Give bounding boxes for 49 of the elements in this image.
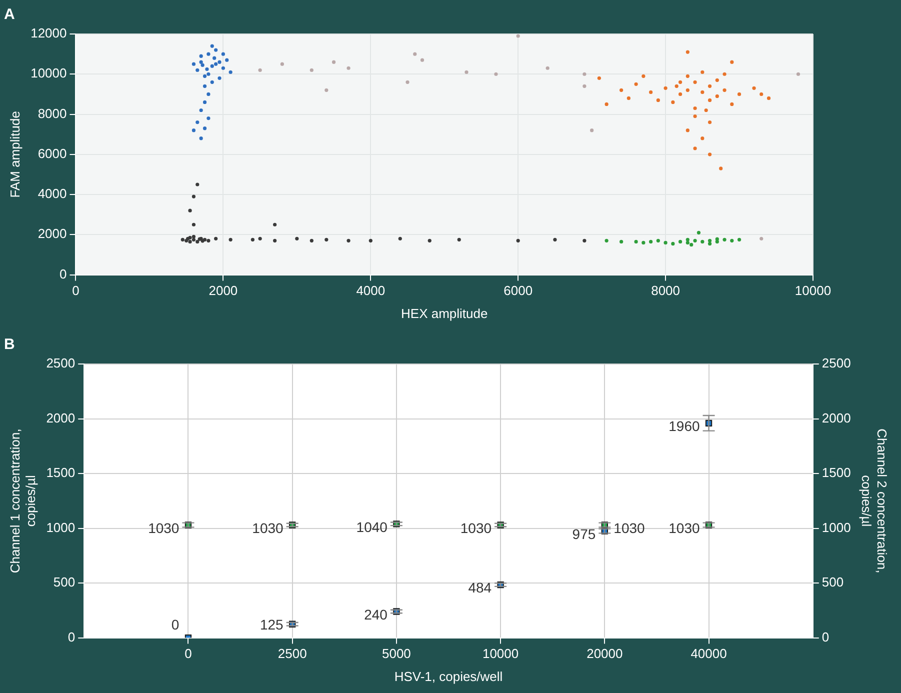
y-axis-title: FAM amplitude — [7, 111, 22, 198]
y-tick-label: 6000 — [38, 146, 67, 161]
data-label: 975 — [572, 526, 596, 542]
data-label: 0 — [171, 616, 180, 633]
y2-tick-label: 1000 — [822, 520, 851, 535]
y-tick-label: 1000 — [46, 520, 76, 535]
x-tick-label: 10000 — [794, 283, 832, 298]
data-label: 1030 — [148, 520, 180, 536]
y-tick-label: 12000 — [30, 26, 67, 41]
x-tick-label: 2000 — [208, 283, 238, 298]
y-tick-label: 1500 — [46, 465, 76, 480]
x-tick-label: 8000 — [651, 283, 680, 298]
y-tick-label: 0 — [68, 629, 76, 644]
data-label: 1030 — [252, 520, 284, 536]
x-tick-label: 40000 — [690, 646, 727, 662]
y-tick-label: 2000 — [46, 410, 76, 426]
data-label: 1030 — [614, 520, 646, 536]
y2-tick-label: 0 — [822, 629, 830, 644]
data-label: 1030 — [460, 520, 492, 536]
x-tick-label: 20000 — [586, 646, 623, 662]
x-tick-label: 5000 — [382, 646, 411, 662]
y-tick-label: 2000 — [38, 226, 67, 242]
x-axis-title: HSV-1, copies/well — [394, 668, 503, 684]
y2-tick-label: 500 — [822, 574, 844, 590]
chart-title: A — [4, 6, 15, 24]
data-label: 484 — [468, 580, 492, 596]
y-tick-label: 500 — [53, 574, 76, 590]
x-tick-label: 2500 — [278, 646, 307, 662]
x-axis-title: HEX amplitude — [401, 306, 488, 321]
data-label: 1030 — [668, 520, 700, 536]
chart-title: B — [4, 336, 15, 354]
x-tick-label: 10000 — [482, 646, 519, 662]
y2-tick-label: 2500 — [822, 356, 851, 371]
data-label: 1960 — [668, 418, 700, 434]
y-axis-title: Channel 1 concentration, copies/µl — [7, 428, 38, 574]
y-tick-label: 0 — [60, 266, 67, 282]
y-tick-label: 4000 — [38, 186, 67, 202]
data-label: 240 — [364, 606, 388, 622]
x-tick-label: 6000 — [504, 283, 533, 298]
x-tick-label: 4000 — [356, 283, 386, 298]
y-tick-label: 2500 — [46, 356, 76, 371]
y-tick-label: 10000 — [30, 66, 67, 81]
x-tick-label: 0 — [184, 646, 192, 662]
y-tick-label: 8000 — [38, 106, 67, 121]
y2-axis-title: Channel 2 concentration, copies/µl — [859, 428, 890, 574]
y2-tick-label: 1500 — [822, 465, 851, 480]
data-label: 125 — [260, 616, 284, 633]
y2-tick-label: 2000 — [822, 410, 851, 426]
data-label: 1040 — [356, 518, 388, 535]
